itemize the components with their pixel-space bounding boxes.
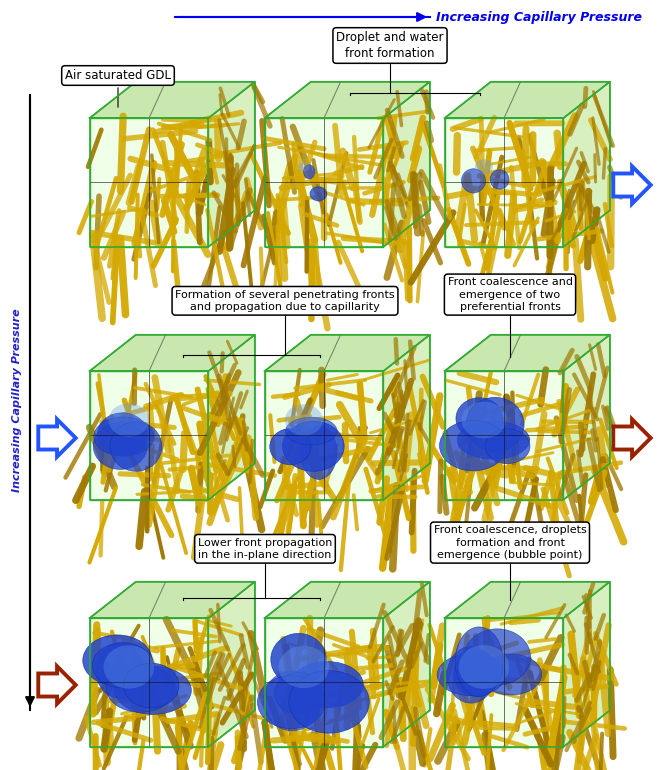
Ellipse shape [123,663,179,708]
Text: Formation of several penetrating fronts
and propagation due to capillarity: Formation of several penetrating fronts … [175,290,395,312]
Polygon shape [209,582,255,747]
Ellipse shape [457,421,530,459]
Text: Increasing Capillary Pressure: Increasing Capillary Pressure [12,308,22,492]
Polygon shape [89,618,209,747]
Polygon shape [445,371,563,500]
Ellipse shape [107,665,174,712]
Text: Droplet and water
front formation: Droplet and water front formation [336,31,444,60]
Ellipse shape [93,423,147,470]
Ellipse shape [115,666,191,715]
Ellipse shape [310,187,327,201]
Text: Air saturated GDL: Air saturated GDL [65,69,171,82]
Ellipse shape [96,643,144,698]
Polygon shape [265,118,383,246]
Ellipse shape [109,403,149,437]
Text: Front coalescence and
emergence of two
preferential fronts: Front coalescence and emergence of two p… [448,277,573,312]
Polygon shape [265,582,430,618]
Ellipse shape [455,627,503,697]
Polygon shape [445,118,563,246]
Ellipse shape [461,169,485,192]
Ellipse shape [304,165,314,179]
Polygon shape [38,420,75,457]
Ellipse shape [301,426,337,480]
Polygon shape [265,82,430,118]
Polygon shape [265,371,383,500]
Text: Increasing Capillary Pressure: Increasing Capillary Pressure [436,11,642,24]
Ellipse shape [274,673,323,714]
Ellipse shape [270,429,311,465]
Ellipse shape [97,413,148,456]
Text: Lower front propagation
in the in-plane direction: Lower front propagation in the in-plane … [198,537,332,560]
Polygon shape [89,335,255,371]
Ellipse shape [490,169,509,189]
Polygon shape [38,666,75,704]
Ellipse shape [110,422,162,471]
Ellipse shape [279,646,329,688]
Polygon shape [89,371,209,500]
Ellipse shape [258,675,325,728]
Ellipse shape [263,671,321,731]
Polygon shape [89,118,209,246]
Ellipse shape [104,645,154,688]
Ellipse shape [289,671,369,733]
Ellipse shape [447,647,495,703]
Polygon shape [383,335,430,500]
Ellipse shape [464,629,530,685]
Ellipse shape [461,402,506,438]
Polygon shape [563,335,610,500]
Polygon shape [563,82,610,246]
Polygon shape [209,335,255,500]
Polygon shape [445,335,610,371]
Polygon shape [445,618,563,747]
Polygon shape [265,618,383,747]
Ellipse shape [285,417,337,445]
Ellipse shape [298,162,310,172]
Ellipse shape [453,651,500,696]
Ellipse shape [475,159,493,175]
Polygon shape [613,420,651,457]
Polygon shape [445,82,610,118]
Polygon shape [265,335,430,371]
Ellipse shape [291,661,363,708]
Ellipse shape [456,398,502,439]
Ellipse shape [94,417,154,456]
Polygon shape [209,82,255,246]
Ellipse shape [440,420,506,471]
Ellipse shape [92,643,154,688]
Ellipse shape [283,421,344,471]
Polygon shape [89,82,255,118]
Polygon shape [563,582,610,747]
Polygon shape [383,82,430,246]
Ellipse shape [285,404,323,436]
Ellipse shape [83,635,152,686]
Ellipse shape [480,654,542,695]
Polygon shape [89,582,255,618]
Polygon shape [445,582,610,618]
Polygon shape [383,582,430,747]
Ellipse shape [466,397,524,451]
Ellipse shape [437,654,506,696]
Polygon shape [613,166,651,204]
Text: Front coalescence, droplets
formation and front
emergence (bubble point): Front coalescence, droplets formation an… [434,525,587,560]
Ellipse shape [271,634,326,685]
Ellipse shape [459,645,509,689]
Ellipse shape [485,429,530,464]
